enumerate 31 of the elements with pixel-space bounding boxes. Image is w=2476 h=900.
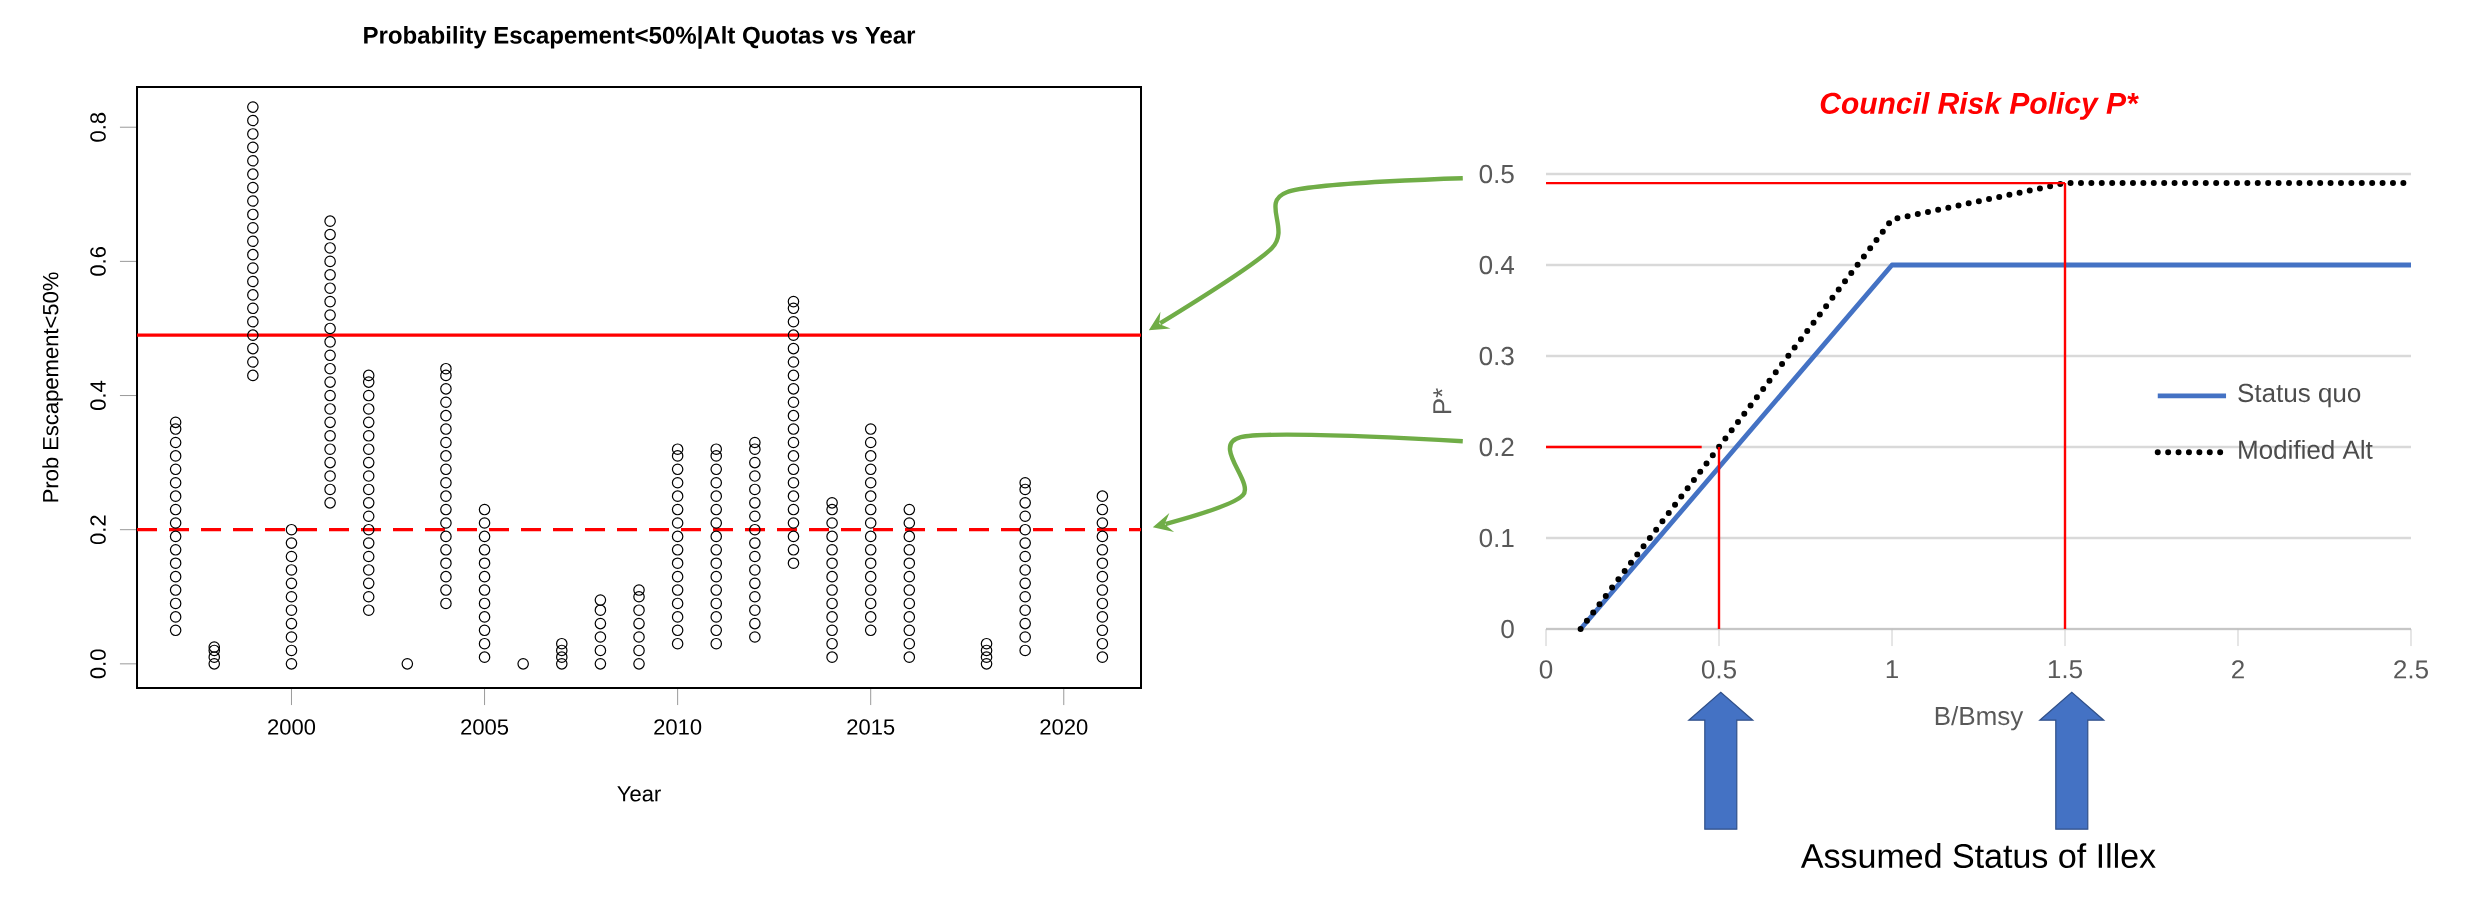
x-tick-label: 0.5 [1701, 660, 1736, 679]
y-tick-label: 0 [1501, 619, 1514, 639]
text: Assumed Status of Illex [1800, 843, 2156, 869]
y-tick-label: 0.5 [1479, 164, 1514, 184]
x-axis-title: B/Bmsy [1935, 706, 2024, 731]
x-tick-label: 2005 [461, 719, 509, 735]
y-tick-label: 0.4 [90, 380, 106, 410]
x-tick-label: 1.5 [2048, 660, 2082, 679]
chart-title: Probability Escapement<50%|Alt Quotas vs Year [364, 26, 916, 49]
y-axis-title: Prob Escapement<50% [42, 272, 63, 502]
y-tick-label: 0.8 [90, 112, 106, 142]
y-tick-label: 0.6 [90, 247, 106, 276]
y-tick-label: 0.3 [1479, 346, 1514, 366]
x-tick-label: 2000 [268, 719, 316, 735]
x-tick-label: 0 [1539, 660, 1553, 679]
x-tick-label: 2020 [1040, 719, 1088, 735]
x-tick-label: 2010 [654, 719, 702, 735]
x-tick-label: 2015 [847, 719, 895, 735]
x-tick-label: 2 [2232, 660, 2244, 679]
y-tick-label: 0.0 [90, 649, 106, 679]
y-axis-title: P* [1433, 388, 1452, 414]
chart-title: Council Risk Policy P* [1820, 91, 2139, 120]
y-tick-label: 0.4 [1479, 255, 1515, 275]
legend-label: Status quo [2238, 383, 2361, 408]
x-axis-title: Year [617, 786, 661, 802]
x-tick-label: 1 [1886, 660, 1898, 679]
y-tick-label: 0.2 [1479, 437, 1514, 457]
y-tick-label: 0.2 [90, 515, 106, 545]
y-tick-label: 0.1 [1479, 528, 1514, 548]
legend-label: Modified Alt [2239, 439, 2373, 459]
x-tick-label: 2.5 [2394, 660, 2428, 679]
